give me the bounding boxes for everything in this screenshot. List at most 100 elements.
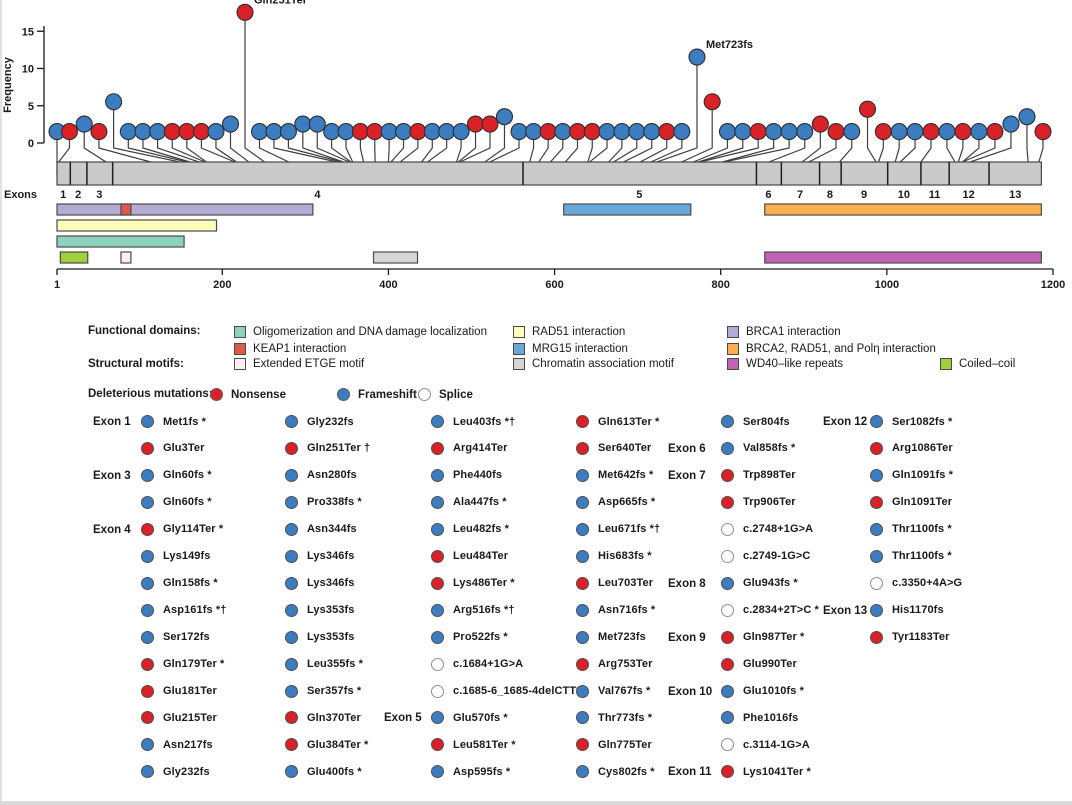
mutation-name: Glu181Ter — [163, 685, 217, 697]
mutation-name: Arg753Ter — [598, 658, 653, 671]
mutation-name: Lys353fs — [307, 631, 355, 644]
frameshift-dot-icon — [576, 630, 589, 644]
lollipop-1010fs — [890, 123, 908, 141]
legend-swatch-rad51 — [513, 326, 525, 338]
splice-dot-icon — [431, 684, 444, 698]
mutation-list-item: Leu671fs *† — [576, 522, 660, 536]
frameshift-dot-icon — [141, 495, 154, 509]
frameshift-dot-icon — [721, 576, 734, 590]
protein-bar — [56, 161, 1042, 186]
legend-entry: WD40–like repeats — [727, 358, 843, 370]
mutation-name: Met642fs * — [598, 469, 654, 482]
mutation-name: Ala447fs * — [453, 496, 507, 509]
mutation-name: Gly114Ter * — [163, 523, 224, 536]
mutation-name: Lys1041Ter * — [743, 765, 811, 778]
frameshift-dot-icon — [285, 522, 298, 536]
mutation-list-item: Leu703Ter — [576, 576, 653, 590]
lollipop-1100fs — [1002, 115, 1020, 133]
splice-dot-icon — [721, 549, 734, 563]
lollipop-665fs — [613, 123, 631, 141]
mutation-name: Leu355fs * — [307, 658, 364, 671]
mutation-name: Pro338fs * — [307, 496, 362, 509]
lollipop-179Ter — [163, 123, 181, 141]
mutation-name: c.1684+1G>A — [453, 658, 524, 671]
exon-number: 6 — [765, 189, 771, 201]
exon-group-label: Exon 12 — [823, 416, 868, 428]
mutation-list-item: Pro522fs * — [431, 630, 508, 644]
legend-swatch-wd40 — [727, 358, 739, 370]
frameshift-dot-icon — [576, 468, 589, 482]
horizontal-scrollbar[interactable] — [0, 801, 1072, 805]
mutation-name: Glu943fs * — [743, 577, 798, 590]
mutation-list-item: His1170fs — [870, 603, 944, 617]
legend-entry: Chromatin association motif — [513, 358, 674, 370]
mutation-list-item: Lys346fs — [285, 576, 354, 590]
legend-entry-label: Extended ETGE motif — [253, 358, 365, 370]
vertical-scrollbar[interactable] — [0, 0, 2, 805]
domain-wd40 — [764, 251, 1042, 264]
lollipop-annotation: Gln251Ter — [254, 0, 308, 6]
mutation-list-item: Glu181Ter — [141, 684, 217, 698]
lollipop-1082fs — [938, 123, 956, 141]
mutation-list-item: Gln158fs * — [141, 576, 218, 590]
legend-swatch-brca1 — [727, 326, 739, 338]
mutation-name: Cys802fs * — [598, 765, 655, 778]
nonsense-dot-icon — [141, 522, 154, 536]
mutation-list-item: Gly114Ter * — [141, 522, 224, 536]
nonsense-dot-icon — [721, 495, 734, 509]
mutation-name: Thr1100fs * — [892, 523, 952, 536]
domain-mrg15 — [563, 203, 692, 216]
mutation-list-item: Leu484Ter — [431, 549, 508, 563]
lollipop-858fs — [796, 123, 814, 141]
splice-dot-icon — [418, 388, 431, 401]
mutation-name: c.3114-1G>A — [743, 738, 810, 751]
mutation-list-item: Ser172fs — [141, 630, 210, 644]
mutation-name: Ser640Ter — [598, 442, 652, 455]
mutation-name: Ser172fs — [163, 631, 210, 644]
mutation-type-label: Splice — [439, 388, 473, 401]
nonsense-dot-icon — [431, 738, 444, 752]
mutation-list-item: Gln179Ter * — [141, 657, 224, 671]
mutation-list-item: Cys802fs * — [576, 765, 655, 779]
legend-entry-label: KEAP1 interaction — [253, 343, 347, 355]
exon-number: 11 — [929, 189, 941, 201]
frameshift-dot-icon — [285, 468, 298, 482]
lollipop-1183Ter — [1034, 123, 1052, 141]
frameshift-dot-icon — [141, 738, 154, 752]
mutation-type-frameshift: Frameshift — [337, 388, 417, 401]
mutation-name: Gln370Ter — [307, 711, 361, 724]
mutation-list-item: c.1684+1G>A — [431, 657, 524, 671]
legend-entry: Coiled–coil — [940, 358, 1015, 370]
nonsense-dot-icon — [576, 657, 589, 671]
mutation-list-item: Glu400fs * — [285, 765, 362, 779]
exon-number: 4 — [314, 189, 321, 201]
mutation-name: Lys346fs — [307, 550, 355, 563]
splice-dot-icon — [431, 657, 444, 671]
splice-dot-icon — [870, 576, 883, 590]
frameshift-dot-icon — [721, 711, 734, 725]
y-tick-label: 0 — [28, 138, 34, 150]
mutation-list-item: Thr1100fs * — [870, 522, 952, 536]
frameshift-dot-icon — [576, 765, 589, 779]
frameshift-dot-icon — [141, 630, 154, 644]
mutation-list-item: Val858fs * — [721, 441, 795, 455]
nonsense-dot-icon — [431, 441, 444, 455]
legend-entry: Extended ETGE motif — [234, 358, 364, 370]
lollipop-338fs — [265, 123, 283, 141]
mutation-name: Val767fs * — [598, 685, 651, 697]
mutation-list-item: Glu3Ter — [141, 441, 204, 455]
nonsense-dot-icon — [721, 630, 734, 644]
nonsense-dot-icon — [285, 441, 298, 455]
exon-group-label: Exon 1 — [93, 416, 131, 428]
mutation-name: Trp906Ter — [743, 496, 796, 509]
nonsense-dot-icon — [870, 441, 883, 455]
lollipop-232fs — [221, 115, 240, 133]
mutation-name: Glu990Ter — [743, 658, 797, 671]
lollipop-181Ter — [178, 123, 196, 141]
mutation-name: Gln1091Ter — [892, 496, 953, 509]
frameshift-dot-icon — [870, 603, 883, 617]
lollipop-802fs — [765, 123, 783, 141]
mutation-list-item: Gln987Ter * — [721, 630, 804, 644]
